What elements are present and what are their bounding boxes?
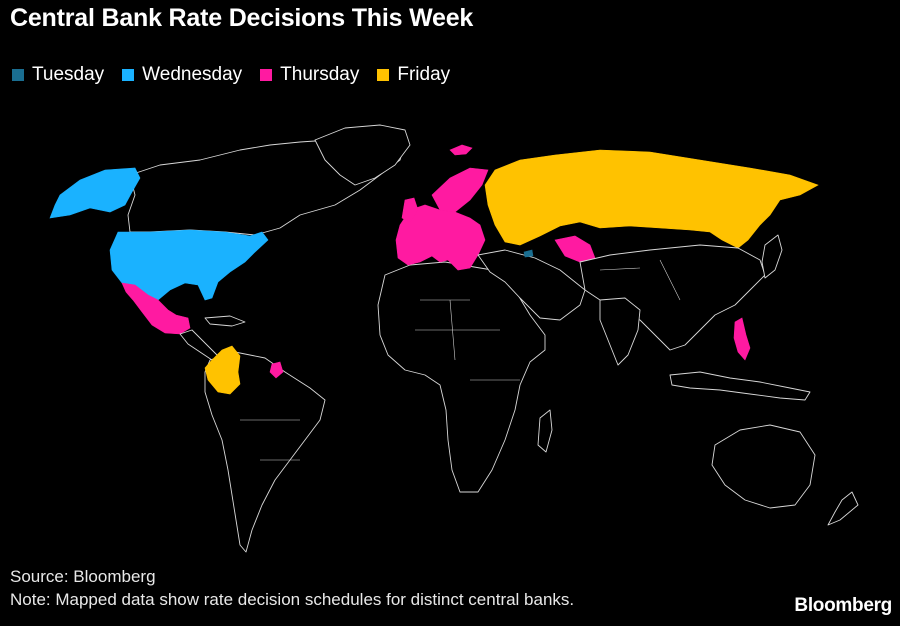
region-uzbekistan: [554, 235, 596, 263]
region-norway: [431, 167, 489, 213]
indonesia-landmass: [669, 371, 811, 401]
world-map: [49, 124, 859, 553]
region-colombia: [204, 345, 241, 395]
legend-label-friday: Friday: [397, 64, 451, 85]
new-zealand-landmass: [827, 491, 859, 526]
legend-item-tuesday: Tuesday: [12, 64, 104, 86]
legend-item-friday: Friday: [377, 64, 450, 86]
region-russia: [484, 149, 819, 249]
australia-landmass: [711, 424, 816, 509]
greenland-landmass: [314, 124, 411, 186]
legend: Tuesday Wednesday Thursday Friday: [12, 64, 450, 86]
legend-label-wednesday: Wednesday: [142, 64, 243, 85]
central-america: [179, 329, 219, 361]
legend-swatch-wednesday: [122, 69, 135, 81]
border-lines: [240, 259, 681, 461]
map-title: Central Bank Rate Decisions This Week: [10, 4, 474, 32]
south-america-landmass: [204, 351, 326, 553]
madagascar-landmass: [537, 409, 553, 453]
legend-swatch-friday: [377, 69, 390, 81]
region-suriname: [269, 361, 284, 379]
region-georgia: [523, 249, 534, 258]
region-mexico: [121, 282, 191, 335]
region-alaska: [49, 167, 141, 219]
japan-landmass: [761, 234, 783, 279]
legend-item-wednesday: Wednesday: [122, 64, 242, 86]
legend-swatch-tuesday: [12, 69, 24, 81]
legend-swatch-thursday: [260, 69, 273, 81]
note-text: Note: Mapped data show rate decision sch…: [10, 590, 575, 609]
caribbean-islands: [204, 315, 246, 327]
legend-label-tuesday: Tuesday: [32, 64, 105, 85]
india-landmass: [599, 297, 641, 366]
legend-item-thursday: Thursday: [260, 64, 359, 86]
source-text: Source: Bloomberg: [10, 567, 156, 586]
region-uk: [401, 197, 419, 223]
bloomberg-logo: Bloomberg: [794, 595, 892, 616]
region-philippines: [733, 317, 751, 361]
region-svalbard: [449, 144, 473, 156]
legend-label-thursday: Thursday: [280, 64, 360, 85]
